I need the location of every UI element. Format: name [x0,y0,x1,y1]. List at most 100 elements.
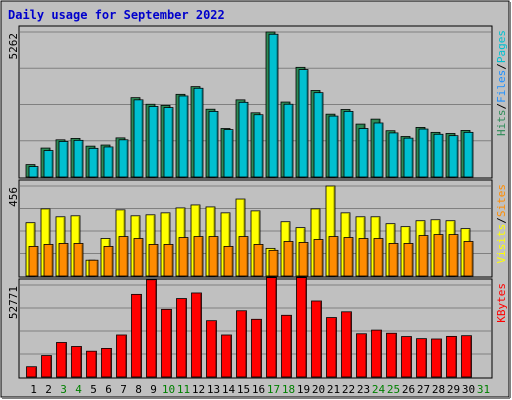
bar-sites [148,244,159,277]
bar-files [163,107,174,178]
bar-kbytes [71,346,82,378]
bar-kbytes [176,298,187,378]
panel-kbytes: 52771 KBytes [7,277,508,379]
x-tick-label: 10 [162,383,175,396]
bar-kbytes [311,300,322,378]
bar-sites [403,243,414,277]
bar-sites [73,243,84,277]
x-axis-labels: 1 2 3 4 5 6 7 8 9 10 11 12 13 14 15 16 17 18 19 20 21 22 23 24 2… [30,383,490,396]
bar-files [208,111,219,178]
bar-kbytes [341,311,352,378]
bar-sites [163,244,174,277]
bar-files [373,122,384,178]
x-tick-label: 14 [222,383,236,396]
bar-sites [358,238,369,277]
legend-entry: Hits [495,110,508,137]
bar-files [298,69,309,178]
bar-files [463,131,474,178]
bar-files [268,33,279,178]
x-tick-label: 31 [477,383,490,396]
bar-files [28,166,39,178]
bar-kbytes [86,350,97,378]
bar-kbytes [446,335,457,378]
legend-label: KBytes [495,283,508,323]
x-tick-label: 11 [177,383,190,396]
bar-kbytes [251,318,262,378]
bar-sites [463,241,474,277]
bar-files [118,139,129,178]
bar-sites [343,237,354,277]
bar-kbytes [161,308,172,378]
bar-kbytes [191,292,202,378]
x-tick-label: 16 [252,383,265,396]
x-tick-label: 21 [327,383,340,396]
bar-kbytes [101,348,112,378]
bar-sites [208,236,219,277]
bar-kbytes [461,335,472,378]
legend-entry: Sites [495,184,508,217]
bar-sites [28,245,39,277]
x-tick-label: 22 [342,383,355,396]
bar-kbytes [116,334,127,378]
bar-sites [388,243,399,277]
bar-files [193,87,204,178]
legend-entry: / [495,217,508,224]
bar-files [433,133,444,178]
bar-files [148,106,159,178]
bar-kbytes [401,336,412,378]
bar-kbytes [356,333,367,378]
bar-sites [133,238,144,277]
bar-kbytes [41,355,52,378]
bar-sites [328,236,339,277]
bar-files [133,99,144,178]
bar-files [283,103,294,178]
bar-files [448,135,459,178]
bar-files [238,101,249,178]
bar-kbytes [266,277,277,378]
bar-files [418,128,429,178]
bar-kbytes [386,332,397,378]
x-tick-label: 2 [45,383,52,396]
x-tick-label: 7 [120,383,127,396]
x-tick-label: 24 [372,383,386,396]
bar-sites [253,244,264,277]
x-tick-label: 13 [207,383,220,396]
x-tick-label: 12 [192,383,205,396]
bar-sites [103,245,114,277]
bar-kbytes [221,334,232,378]
bar-sites [118,236,129,277]
bar-sites [298,242,309,277]
bar-files [58,141,69,178]
bar-files [103,146,114,178]
bar-kbytes [281,314,292,378]
panel-frame [18,25,493,179]
x-tick-label: 27 [417,383,430,396]
bar-kbytes [146,279,157,378]
legend-label: Visits/Sites [495,184,508,264]
x-tick-label: 28 [432,383,445,396]
x-tick-label: 17 [267,383,280,396]
bar-files [328,115,339,178]
x-tick-label: 9 [150,383,157,396]
bar-sites [268,249,279,277]
panel-visits_sites: 456 Visits/Sites [7,179,508,278]
x-tick-label: 20 [312,383,325,396]
x-tick-label: 29 [447,383,460,396]
x-tick-label: 3 [60,383,67,396]
x-tick-label: 15 [237,383,250,396]
bar-sites [43,244,54,277]
x-tick-label: 6 [105,383,112,396]
x-tick-label: 18 [282,383,295,396]
bar-files [358,128,369,178]
x-tick-label: 25 [387,383,400,396]
x-tick-label: 1 [30,383,37,396]
bar-sites [313,239,324,277]
bar-sites [448,234,459,277]
bar-sites [238,236,249,277]
y-max-label: 456 [7,187,20,207]
legend-entry: Pages [495,30,508,63]
x-tick-label: 5 [90,383,97,396]
bar-sites [433,234,444,277]
legend-label: Hits/Files/Pages [495,30,508,136]
